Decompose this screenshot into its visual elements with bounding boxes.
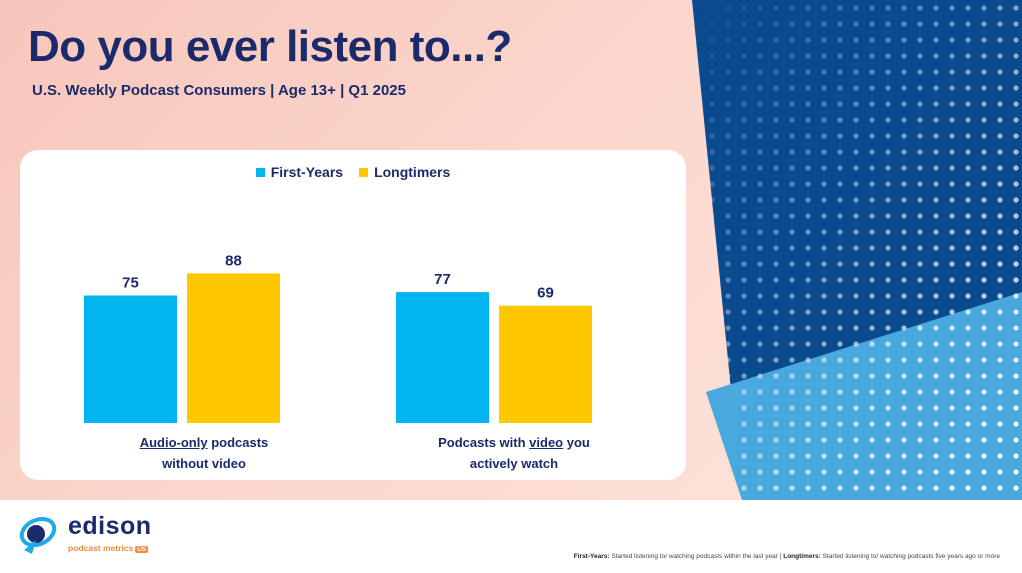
data-label-audio-only-longtimers: 88	[225, 252, 242, 269]
category-label-video-line2: actively watch	[469, 456, 559, 471]
category-label-audio-only-underlined: Audio-only	[139, 435, 208, 450]
footnote-def-longtimers: Started listening to/ watching podcasts …	[820, 553, 1000, 560]
bar-audio-only-longtimers	[187, 273, 280, 423]
legend-swatch-first-years	[255, 167, 265, 177]
legend-item-first-years: First-Years	[255, 164, 344, 180]
chart-panel: First-Years Longtimers 75 88 77 69 Audio-on…	[20, 150, 686, 480]
edison-logo-mark-icon	[19, 516, 57, 554]
edison-logo: edison podcast metrics US	[18, 512, 158, 562]
footnote-term-longtimers: Longtimers:	[783, 553, 821, 560]
logo-name: edison	[68, 512, 152, 540]
bar-video-longtimers	[499, 305, 592, 423]
logo-sub-text: podcast metrics	[68, 543, 134, 553]
legend-label-longtimers: Longtimers	[374, 164, 451, 180]
page-subtitle: U.S. Weekly Podcast Consumers | Age 13+ …	[32, 82, 406, 99]
category-label-video-prefix: Podcasts with	[438, 435, 530, 450]
data-label-audio-only-first-years: 75	[122, 275, 139, 292]
bar-audio-only-first-years	[84, 295, 177, 423]
data-label-video-first-years: 77	[434, 271, 451, 288]
footnote-term-first-years: First-Years:	[573, 553, 610, 560]
footnote: First-Years: Started listening to/ watch…	[574, 553, 1000, 560]
category-label-video-underlined: video	[529, 435, 564, 450]
page-title: Do you ever listen to...?	[28, 22, 512, 71]
bar-chart: 75 88 77 69	[84, 252, 592, 423]
category-label-video-rest: you	[563, 435, 590, 450]
legend-item-longtimers: Longtimers	[359, 164, 450, 180]
footnote-def-first-years: Started listening to/ watching podcasts …	[609, 553, 784, 560]
category-label-audio-only-rest: podcasts	[207, 435, 269, 450]
chart-legend: First-Years Longtimers	[20, 164, 686, 180]
dot-pattern	[692, 0, 1022, 500]
logo-badge: US	[135, 546, 149, 553]
footer-band	[0, 500, 1022, 573]
category-label-video: Podcasts with video you actively watch	[394, 432, 634, 474]
legend-swatch-longtimers	[359, 167, 369, 177]
logo-subtitle: podcast metrics US	[68, 543, 149, 553]
data-label-video-longtimers: 69	[537, 285, 554, 302]
bar-video-first-years	[396, 292, 489, 423]
legend-label-first-years: First-Years	[270, 164, 344, 180]
category-label-audio-only: Audio-only podcasts without video	[84, 432, 324, 474]
category-label-audio-only-line2: without video	[162, 456, 246, 471]
